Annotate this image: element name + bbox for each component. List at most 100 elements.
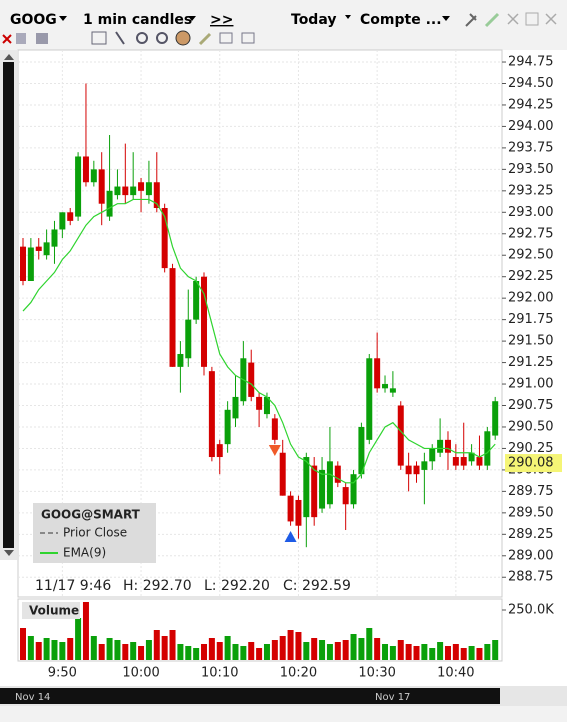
volume-bar bbox=[374, 638, 381, 660]
candle-body bbox=[130, 186, 137, 196]
link-icon[interactable] bbox=[484, 12, 500, 28]
volume-label-bg bbox=[22, 602, 80, 619]
candle-body bbox=[169, 268, 176, 367]
tool-icon[interactable] bbox=[198, 32, 212, 46]
candle-body bbox=[27, 247, 34, 281]
volume-bar bbox=[201, 644, 208, 660]
account[interactable]: Compte ... bbox=[360, 12, 442, 28]
info-close: C: 292.59 bbox=[283, 578, 351, 594]
tool-icon[interactable] bbox=[219, 32, 233, 44]
volume-bar bbox=[256, 648, 263, 660]
candle-body bbox=[366, 358, 373, 440]
dropdown-arrow[interactable] bbox=[345, 15, 351, 19]
volume-bar bbox=[20, 628, 26, 660]
volume-bar bbox=[248, 642, 255, 660]
nav-button[interactable]: >> bbox=[210, 12, 233, 28]
volume-bar bbox=[185, 646, 192, 660]
candle-body bbox=[334, 465, 341, 483]
candle-body bbox=[319, 469, 326, 509]
last-price-box bbox=[505, 454, 562, 473]
volume-bar bbox=[413, 646, 420, 660]
volume-bar bbox=[460, 648, 467, 660]
volume-bar bbox=[130, 642, 137, 660]
tool-icon[interactable] bbox=[36, 33, 48, 44]
candle-body bbox=[279, 452, 286, 496]
tool-icon[interactable] bbox=[136, 32, 148, 44]
info-high: H: 292.70 bbox=[123, 578, 192, 594]
candle-body bbox=[20, 246, 26, 281]
candle-body bbox=[326, 461, 333, 505]
y-tick-label: 292.75 bbox=[508, 226, 554, 241]
y-tick-label: 294.00 bbox=[508, 119, 554, 134]
volume-bar bbox=[51, 640, 58, 660]
volume-bar bbox=[319, 640, 326, 660]
candle-body bbox=[263, 396, 270, 415]
candle-body bbox=[35, 246, 42, 251]
volume-bar bbox=[366, 628, 373, 660]
volume-bar bbox=[295, 632, 302, 660]
period[interactable]: Today bbox=[291, 12, 336, 28]
y-tick-label: 294.50 bbox=[508, 76, 554, 91]
expand-icon[interactable] bbox=[525, 12, 539, 26]
volume-bar bbox=[429, 648, 436, 660]
candle-body bbox=[444, 439, 451, 453]
volume-bar bbox=[303, 642, 310, 660]
candle-body bbox=[193, 280, 200, 320]
tool-icon[interactable] bbox=[91, 31, 107, 45]
volume-bar bbox=[468, 646, 475, 660]
y-tick-label: 293.75 bbox=[508, 140, 554, 155]
y-tick-label: 291.25 bbox=[508, 355, 554, 370]
volume-bar bbox=[421, 644, 428, 660]
candle-body bbox=[358, 426, 365, 475]
volume-bar bbox=[271, 640, 278, 660]
candle-body bbox=[271, 418, 278, 440]
candle-body bbox=[295, 499, 302, 526]
tool-icon[interactable] bbox=[175, 30, 191, 46]
volume-bar bbox=[444, 646, 451, 660]
settings-icon[interactable] bbox=[465, 13, 477, 27]
y-tick-label: 292.50 bbox=[508, 248, 554, 263]
candle-body bbox=[177, 353, 184, 367]
y-tick-label: 291.00 bbox=[508, 377, 554, 392]
candle-body bbox=[122, 186, 129, 196]
volume-bar bbox=[232, 644, 239, 660]
tool-icon[interactable] bbox=[2, 34, 12, 44]
volume-bar bbox=[98, 644, 105, 660]
candle-body bbox=[114, 186, 121, 196]
candle-body bbox=[185, 319, 192, 359]
scroll-thumb[interactable] bbox=[3, 62, 14, 548]
symbol[interactable]: GOOG bbox=[10, 12, 57, 28]
volume-bar bbox=[397, 640, 404, 660]
volume-bar bbox=[263, 644, 270, 660]
candle-body bbox=[59, 212, 66, 230]
close-icon[interactable] bbox=[507, 13, 519, 25]
candle-body bbox=[421, 461, 428, 470]
dropdown-arrow[interactable] bbox=[59, 16, 67, 21]
candle-body bbox=[248, 362, 255, 397]
y-tick-label: 290.75 bbox=[508, 398, 554, 413]
candle-body bbox=[67, 212, 74, 221]
dropdown-arrow[interactable] bbox=[188, 16, 196, 21]
close-icon[interactable] bbox=[545, 13, 557, 25]
dropdown-arrow[interactable] bbox=[442, 16, 450, 21]
tool-icon[interactable] bbox=[115, 31, 125, 45]
tool-icon[interactable] bbox=[241, 32, 255, 44]
volume-bar bbox=[67, 638, 74, 660]
tool-icon[interactable] bbox=[16, 33, 26, 44]
volume-bar bbox=[240, 646, 247, 660]
x-tick-label: 10:00 bbox=[122, 666, 159, 681]
candle-body bbox=[208, 371, 215, 458]
volume-bar bbox=[437, 642, 444, 660]
scroller-thumb[interactable] bbox=[0, 688, 500, 704]
last-price-label: 290.08 bbox=[508, 456, 554, 471]
x-tick-label: 10:20 bbox=[280, 666, 317, 681]
y-tick-label: 291.75 bbox=[508, 312, 554, 327]
candle-body bbox=[397, 405, 404, 466]
candle-body bbox=[350, 474, 357, 505]
tool-icon[interactable] bbox=[156, 32, 168, 44]
interval[interactable]: 1 min candles bbox=[83, 12, 192, 28]
candle-body bbox=[224, 409, 231, 445]
volume-bar bbox=[492, 640, 499, 660]
volume-bar bbox=[279, 636, 286, 660]
candle-body bbox=[256, 396, 263, 410]
